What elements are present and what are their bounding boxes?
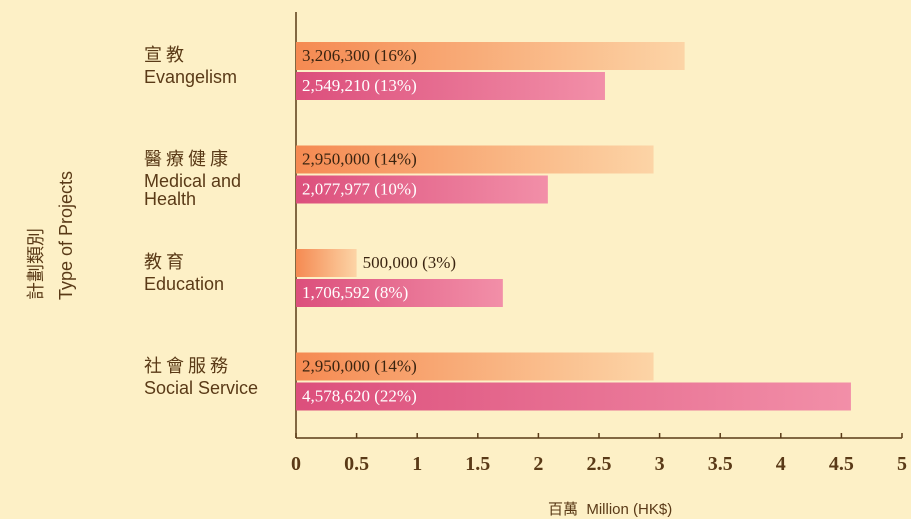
value-label: 2,950,000 (14%) <box>302 149 417 168</box>
value-label: 4,578,620 (22%) <box>302 386 417 405</box>
value-label: 2,950,000 (14%) <box>302 356 417 375</box>
x-axis-title-zh: 百萬 <box>548 501 579 518</box>
category-label-zh: 宣教 <box>144 45 188 65</box>
category-label-en: Medical and Health <box>144 170 242 209</box>
bar <box>296 249 357 277</box>
x-axis-title-en: Million (HK$) <box>586 501 673 518</box>
value-label: 2,077,977 (10%) <box>302 179 417 198</box>
category-label-zh: 教育 <box>144 252 188 272</box>
category-label-en: Social Service <box>144 377 259 398</box>
category-label-zh: 醫療健康 <box>144 148 232 169</box>
x-tick-label: 0 <box>291 453 301 475</box>
value-label: 3,206,300 (16%) <box>302 46 417 65</box>
bar <box>296 352 654 381</box>
category-label: 宣教 Evangelism <box>144 46 284 86</box>
x-axis-title: 百萬 Million (HK$) <box>548 498 672 519</box>
category-label: 社會服務 Social Service <box>144 357 284 397</box>
value-label: 2,549,210 (13%) <box>302 76 417 95</box>
bar <box>296 42 685 70</box>
x-tick-label: 5 <box>897 453 907 475</box>
bar <box>296 279 503 307</box>
value-label: 500,000 (3%) <box>363 253 456 272</box>
x-tick-label: 3 <box>655 453 665 475</box>
bar <box>296 382 851 411</box>
x-tick-label: 1.5 <box>465 453 490 475</box>
category-label: 醫療健康 Medical and Health <box>144 150 284 208</box>
bar <box>296 175 548 204</box>
y-axis-title-en: Type of Projects <box>56 170 76 300</box>
x-tick-label: 2 <box>533 453 543 475</box>
bar <box>296 145 654 174</box>
category-label-en: Education <box>144 274 225 294</box>
x-tick-label: 2.5 <box>587 453 612 475</box>
category-label: 教育 Education <box>144 253 284 293</box>
x-tick-label: 0.5 <box>344 453 369 475</box>
value-label: 1,706,592 (8%) <box>302 283 408 302</box>
category-label-en: Evangelism <box>144 67 238 87</box>
bar <box>296 72 605 100</box>
x-tick-label: 4 <box>776 453 786 475</box>
x-tick-label: 1 <box>412 453 422 475</box>
x-tick-label: 4.5 <box>829 453 854 475</box>
category-label-zh: 社會服務 <box>144 355 232 376</box>
y-axis-title-zh: 計劃類別 <box>26 228 46 300</box>
x-tick-label: 3.5 <box>708 453 733 475</box>
